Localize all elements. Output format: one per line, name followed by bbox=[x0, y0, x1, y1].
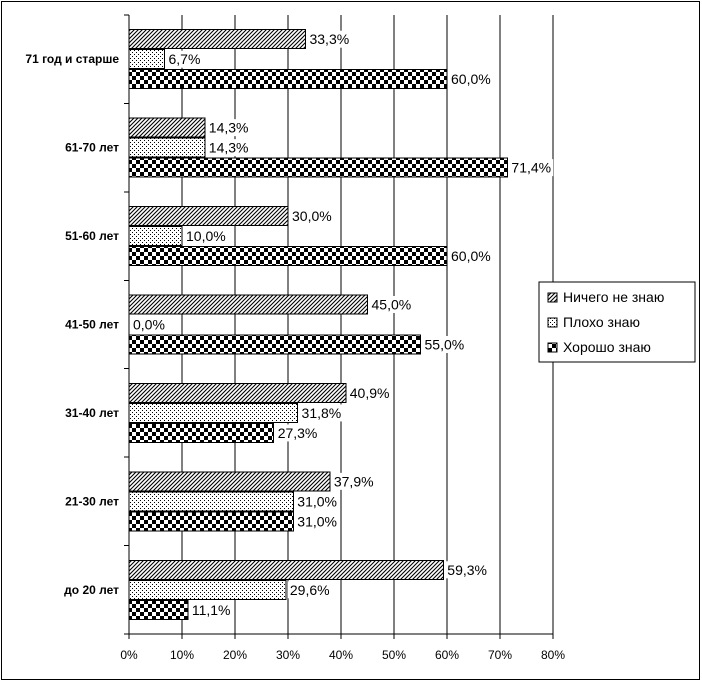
data-label-bg bbox=[206, 119, 251, 137]
category-label: 71 год и старше bbox=[25, 52, 119, 66]
x-tick-label: 10% bbox=[170, 648, 194, 662]
category-label: 21-30 лет bbox=[65, 494, 119, 508]
x-tick-label: 70% bbox=[488, 648, 512, 662]
x-tick-label: 0% bbox=[120, 648, 138, 662]
bar bbox=[128, 599, 189, 620]
data-label: 31,0% bbox=[297, 513, 337, 529]
data-label: 59,3% bbox=[447, 562, 487, 578]
data-label: 11,1% bbox=[192, 602, 231, 618]
legend-swatch bbox=[547, 292, 558, 303]
data-label-bg bbox=[290, 207, 334, 225]
legend-swatch bbox=[547, 342, 558, 353]
data-label-bg bbox=[295, 492, 340, 510]
bar bbox=[128, 49, 166, 70]
x-tick-label: 50% bbox=[382, 648, 406, 662]
axes: 0% 10% 20% 30% 40% 50% 60% 70% 80% 71 год и старш… bbox=[25, 14, 565, 662]
data-label-bg bbox=[449, 247, 493, 265]
bar bbox=[128, 29, 306, 50]
bar bbox=[128, 294, 368, 315]
data-label-bg bbox=[369, 296, 414, 313]
x-tick-label: 20% bbox=[223, 648, 247, 662]
bar bbox=[128, 579, 287, 600]
data-label: 31,8% bbox=[302, 405, 342, 421]
data-label: 40,9% bbox=[350, 385, 390, 401]
category-label: 51-60 лет bbox=[65, 229, 119, 243]
data-label: 6,7% bbox=[169, 51, 201, 67]
bar bbox=[128, 559, 444, 580]
bar bbox=[128, 334, 421, 355]
data-label: 10,0% bbox=[186, 228, 226, 244]
data-label-bg bbox=[295, 512, 340, 530]
bar bbox=[128, 511, 294, 532]
bar bbox=[128, 382, 347, 403]
legend: Ничего не знаю Плохо знаю Хорошо знаю bbox=[538, 281, 696, 363]
x-tick-label: 60% bbox=[435, 648, 459, 662]
x-tick-label: 30% bbox=[276, 648, 300, 662]
data-label: 14,3% bbox=[209, 120, 249, 136]
bar bbox=[128, 117, 206, 138]
data-label-bg bbox=[331, 472, 376, 490]
data-label: 45,0% bbox=[372, 297, 412, 313]
bar bbox=[128, 246, 448, 267]
category-label: 31-40 лет bbox=[65, 406, 119, 420]
data-label: 0,0% bbox=[133, 317, 165, 333]
data-label-bg bbox=[422, 336, 467, 353]
data-label: 37,9% bbox=[334, 473, 374, 489]
data-label: 71,4% bbox=[511, 160, 551, 176]
data-label: 33,3% bbox=[309, 31, 349, 47]
data-label-bg bbox=[206, 139, 251, 157]
category-label: 41-50 лет bbox=[65, 318, 119, 332]
category-label: до 20 лет bbox=[64, 583, 119, 597]
legend-label: Хорошо знаю bbox=[563, 339, 651, 355]
data-label-bg bbox=[449, 70, 493, 88]
data-labels: 33,3% 6,7% 60,0% 14,3% 14,3% 71,4% 30,0% 10,0% 6… bbox=[131, 30, 554, 619]
legend-label: Плохо знаю bbox=[563, 314, 640, 330]
data-label-bg bbox=[307, 30, 352, 48]
data-label-bg bbox=[509, 159, 554, 177]
bar bbox=[128, 226, 183, 247]
x-tick-label: 80% bbox=[541, 648, 565, 662]
data-label-bg bbox=[347, 384, 392, 402]
x-tick-label: 40% bbox=[329, 648, 353, 662]
data-label: 30,0% bbox=[292, 208, 332, 224]
data-label-bg bbox=[184, 227, 228, 245]
data-label: 29,6% bbox=[290, 582, 330, 598]
data-label: 14,3% bbox=[209, 140, 249, 156]
bar bbox=[128, 471, 331, 492]
bar bbox=[128, 157, 508, 178]
data-label: 60,0% bbox=[451, 248, 491, 264]
data-label: 60,0% bbox=[451, 71, 491, 87]
data-label-bg bbox=[287, 581, 332, 599]
bars bbox=[128, 29, 508, 620]
bar bbox=[128, 206, 289, 227]
data-label-bg bbox=[275, 424, 320, 442]
data-label: 55,0% bbox=[425, 337, 465, 353]
data-label-bg bbox=[445, 561, 489, 579]
legend-label: Ничего не знаю bbox=[563, 289, 664, 305]
data-label: 27,3% bbox=[278, 425, 318, 441]
data-label: 31,0% bbox=[297, 493, 337, 509]
bar bbox=[128, 69, 448, 90]
category-label: 61-70 лет bbox=[65, 141, 119, 155]
data-label-bg bbox=[166, 50, 203, 68]
data-label-bg bbox=[189, 601, 233, 619]
data-label-bg bbox=[299, 404, 344, 422]
legend-box bbox=[538, 281, 696, 363]
data-label-bg bbox=[131, 316, 167, 333]
bar bbox=[128, 402, 299, 423]
bar bbox=[128, 137, 206, 158]
bar bbox=[128, 422, 275, 443]
gridlines bbox=[181, 15, 554, 634]
legend-swatch bbox=[547, 317, 558, 328]
bar bbox=[128, 491, 294, 512]
